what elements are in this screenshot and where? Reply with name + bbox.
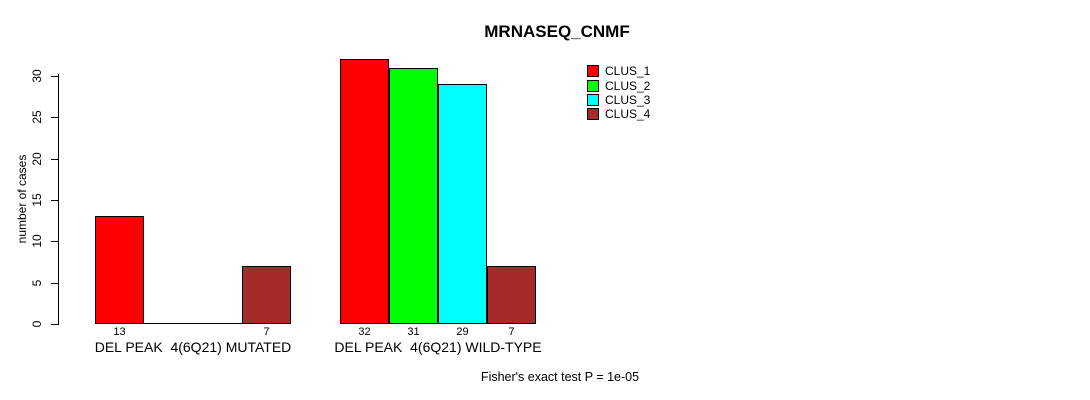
bar-value-label: 13 [113,326,126,338]
legend-row: CLUS_2 [587,78,651,93]
bar-value-label: 7 [508,326,515,338]
y-tick-mark [51,159,58,160]
group-label-1: DEL PEAK 4(6Q21) MUTATED [94,339,292,355]
y-tick-mark [51,76,58,77]
group-label-2: DEL PEAK 4(6Q21) WILD-TYPE [334,339,542,355]
bar-value-label: 7 [263,326,270,338]
legend-label: CLUS_1 [605,64,651,79]
bar-clus_1-group1 [95,216,144,324]
bar-value-label: 31 [407,326,420,338]
legend-swatch-clus_1 [587,65,599,78]
bar-zero-clus_2-group1 [144,323,193,324]
bar-clus_3-group2 [438,84,487,324]
legend-swatch-clus_4 [587,108,599,121]
fisher-test-annotation: Fisher's exact test P = 1e-05 [480,370,640,384]
y-tick-label: 25 [30,110,44,124]
y-tick-mark [51,283,58,284]
y-tick-mark [51,200,58,201]
bar-value-label: 29 [456,326,469,338]
legend: CLUS_1 CLUS_2 CLUS_3 CLUS_4 [587,64,650,122]
bar-value-label: 32 [358,326,371,338]
y-tick-label: 15 [30,193,44,207]
bar-clus_1-group2 [340,59,389,324]
chart-title: MRNASEQ_CNMF [484,22,630,41]
y-tick-mark [51,117,58,118]
y-tick-label: 30 [30,69,44,83]
legend-row: CLUS_4 [587,107,650,121]
bar-clus_4-group1 [242,266,291,324]
y-tick-mark [51,324,58,325]
y-tick-label: 0 [30,320,44,328]
legend-label: CLUS_3 [605,92,651,107]
legend-label: CLUS_2 [605,78,651,93]
legend-row: CLUS_1 [587,64,650,78]
legend-row: CLUS_3 [587,93,650,107]
y-tick-mark [51,241,58,242]
y-axis-line [58,74,59,325]
y-axis-title: number of cases [15,154,29,244]
y-tick-label: 5 [30,279,44,287]
legend-label: CLUS_4 [605,107,651,122]
y-tick-label: 10 [30,234,44,248]
legend-swatch-clus_2 [587,79,599,92]
y-tick-label: 20 [30,152,44,166]
legend-swatch-clus_3 [587,93,599,106]
bar-clus_2-group2 [389,68,438,324]
bar-zero-clus_3-group1 [193,323,242,324]
bar-clus_4-group2 [487,266,536,324]
